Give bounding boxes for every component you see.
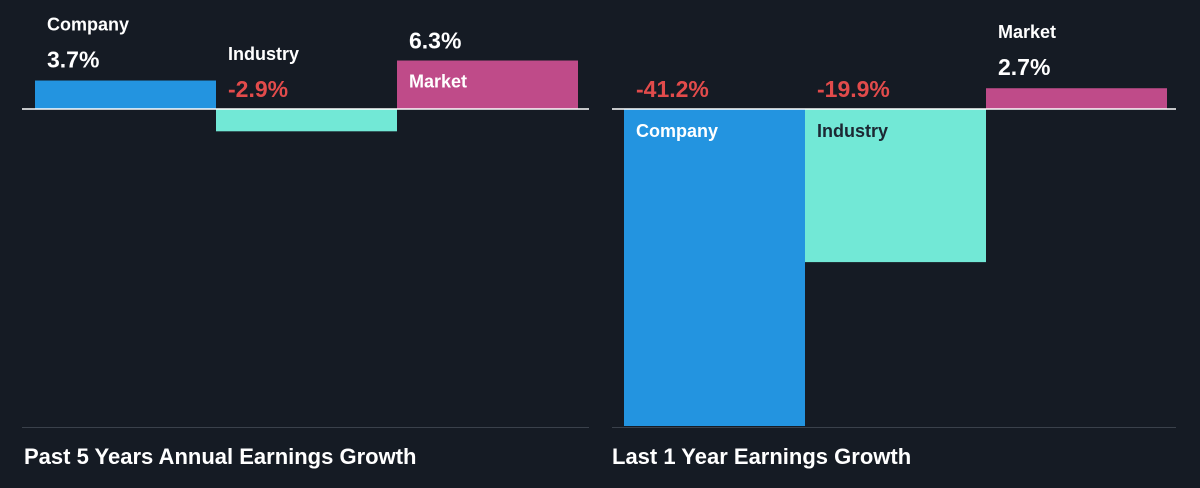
value-label-industry: -19.9%	[817, 76, 890, 102]
category-label-industry: Industry	[817, 121, 888, 141]
value-label-market: 6.3%	[409, 28, 461, 54]
bar-market	[397, 60, 578, 109]
value-label-industry: -2.9%	[228, 76, 288, 102]
bar-company	[624, 109, 805, 426]
category-label-market: Market	[998, 22, 1056, 42]
bar-company	[35, 80, 216, 109]
value-label-company: 3.7%	[47, 47, 99, 73]
chart-title-last-1-year: Last 1 Year Earnings Growth	[612, 444, 912, 469]
bar-market	[986, 88, 1167, 109]
chart-past-5-years: Company 3.7% Industry -2.9% Market 6.3%	[22, 15, 589, 428]
chart-last-1-year: Company -41.2% Industry -19.9% Market 2.7%	[612, 22, 1176, 428]
category-label-industry: Industry	[228, 44, 299, 64]
bar-industry	[216, 109, 397, 132]
chart-title-past-5-years: Past 5 Years Annual Earnings Growth	[24, 444, 417, 469]
bar-industry	[805, 109, 986, 263]
value-label-company: -41.2%	[636, 76, 709, 102]
category-label-company: Company	[47, 15, 129, 35]
category-label-company: Company	[636, 121, 718, 141]
value-label-market: 2.7%	[998, 54, 1050, 80]
category-label-market: Market	[409, 72, 467, 92]
